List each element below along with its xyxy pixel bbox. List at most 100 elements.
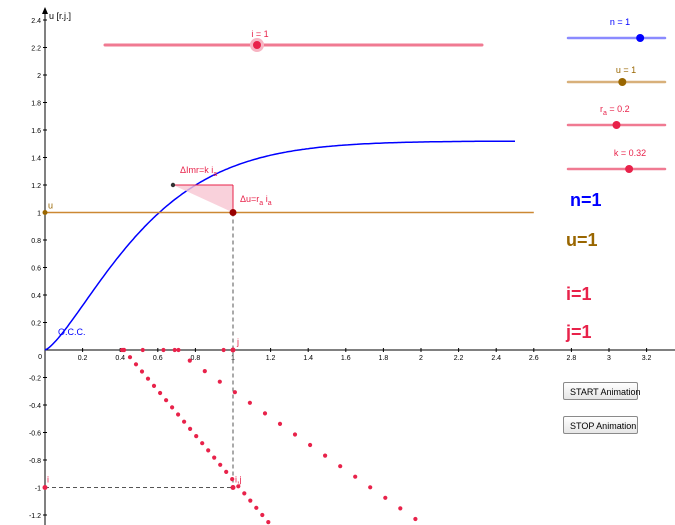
- trace-dot-b: [172, 347, 177, 353]
- stop-animation-button[interactable]: STOP Animation: [563, 416, 638, 434]
- n-slider-knob: [636, 34, 645, 42]
- trace-dot-b: [308, 442, 313, 448]
- start-animation-button[interactable]: START Animation: [563, 382, 641, 400]
- ra-slider-label: ra = 0.2: [600, 104, 630, 117]
- y-tick-label: 0.2: [31, 321, 41, 328]
- trace-dot-b: [232, 390, 237, 395]
- x-tick-label: 2.8: [567, 355, 577, 362]
- trace-dot-a: [145, 376, 151, 381]
- trace-dot-b: [413, 516, 418, 522]
- trace-dot-a: [212, 455, 217, 460]
- y-tick-label: -0.2: [29, 376, 41, 383]
- trace-dot-a: [133, 362, 139, 367]
- trace-dot-b: [217, 379, 222, 384]
- y-tick-label: 2: [37, 73, 41, 80]
- n-value-label: n=1: [570, 190, 602, 210]
- trace-dot-b: [247, 400, 252, 405]
- trace-dot-a: [218, 462, 223, 467]
- trace-dot-b: [353, 474, 358, 479]
- trace-dot-b: [338, 464, 343, 469]
- x-tick-label: 1.4: [303, 355, 313, 362]
- u-slider-knob: [618, 78, 627, 86]
- x-tick-label: 2.4: [491, 355, 501, 362]
- trace-dot-a: [139, 369, 145, 374]
- origin-tick-label: 0: [38, 354, 42, 361]
- x-tick-label: 1.2: [266, 355, 276, 362]
- y-tick-label: -0.4: [29, 403, 41, 410]
- y-tick-label: -0.6: [29, 431, 41, 438]
- axis-dot: [161, 347, 166, 353]
- trace-dot-b: [202, 369, 207, 374]
- x-tick-label: 2.2: [454, 355, 464, 362]
- operating-point: [229, 209, 237, 216]
- x-tick-label: 2: [419, 355, 423, 362]
- y-axis-arrow: [42, 7, 48, 14]
- trace-dot-a: [194, 434, 199, 439]
- k-slider-knob: [625, 165, 634, 173]
- trace-dot-a: [170, 405, 175, 410]
- ij-point-label: i,j: [235, 475, 242, 485]
- i-slider-knob: [253, 41, 261, 49]
- trace-dot-a: [254, 505, 259, 510]
- trace-dot-a: [164, 398, 169, 403]
- axis-dot: [140, 347, 145, 353]
- trace-dot-a: [206, 448, 211, 453]
- x-tick-label: 1.6: [341, 355, 351, 362]
- u-point: [42, 210, 48, 215]
- j-value-label: j=1: [566, 322, 592, 342]
- delta-u-sub-b: a: [268, 200, 272, 207]
- y-tick-label: 1.4: [31, 156, 41, 163]
- occ-label: O.C.C.: [58, 327, 86, 337]
- y-axis-label: u [r.j.]: [49, 11, 71, 21]
- delta-imr-label: ΔImr=k ia: [180, 165, 217, 178]
- trace-dot-a: [230, 477, 235, 482]
- trace-dot-b: [368, 485, 373, 490]
- axis-dot: [176, 347, 181, 353]
- y-tick-label: 0.6: [31, 266, 41, 273]
- y-tick-label: -0.8: [29, 458, 41, 465]
- trace-dot-b: [262, 411, 268, 416]
- j-point-label: j: [236, 337, 239, 347]
- y-tick-label: -1: [35, 486, 41, 493]
- trace-dot-b: [277, 421, 283, 426]
- j-point: [230, 347, 236, 353]
- y-tick-label: 1.2: [31, 183, 41, 190]
- occ-curve: [44, 140, 515, 351]
- delta-triangle: [173, 185, 233, 213]
- trace-dot-b: [323, 453, 328, 458]
- trace-dot-b: [398, 506, 403, 511]
- trace-dot-a: [127, 355, 133, 360]
- i-point-label: i: [47, 475, 49, 485]
- axis-dot: [121, 347, 127, 353]
- y-tick-label: 2.2: [31, 46, 41, 53]
- x-tick-label: 3: [607, 355, 611, 362]
- sliders-layer: i = 1 n = 1 u = 1 ra = 0.2 k = 0.32: [103, 17, 667, 173]
- x-tick-label: 0.6: [153, 355, 163, 362]
- u-slider-label: u = 1: [616, 65, 636, 75]
- trace-dot-b: [292, 432, 298, 437]
- x-tick-label: 0.4: [115, 355, 125, 362]
- x-tick-label: 1.8: [379, 355, 389, 362]
- ra-slider-label-sub: a: [603, 110, 607, 117]
- trace-dot-a: [242, 491, 247, 496]
- ra-slider-knob: [612, 121, 621, 129]
- y-tick-label: -1.2: [29, 513, 41, 520]
- delta-u-sub-a: a: [259, 200, 263, 207]
- y-tick-label: 0.8: [31, 238, 41, 245]
- trace-dot-a: [188, 426, 193, 431]
- x-tick-label: 2.6: [529, 355, 539, 362]
- y-tick-label: 1.8: [31, 101, 41, 108]
- trace-dot-a: [260, 512, 265, 518]
- trace-dot-a: [158, 390, 163, 396]
- trace-dot-b: [383, 495, 388, 500]
- plot-layer: O.C.C. u ΔImr=k ia Δu=ra ia j i i,j: [42, 140, 534, 525]
- trace-dot-a: [224, 469, 229, 474]
- ra-slider-label-value: = 0.2: [607, 104, 630, 114]
- x-tick-label: 0.8: [191, 355, 201, 362]
- trace-dot-a: [176, 412, 181, 417]
- axis-dot: [221, 347, 226, 353]
- delta-u-label: Δu=ra ia: [240, 194, 272, 207]
- delta-u-i: i: [263, 194, 268, 204]
- y-tick-label: 1.6: [31, 128, 41, 135]
